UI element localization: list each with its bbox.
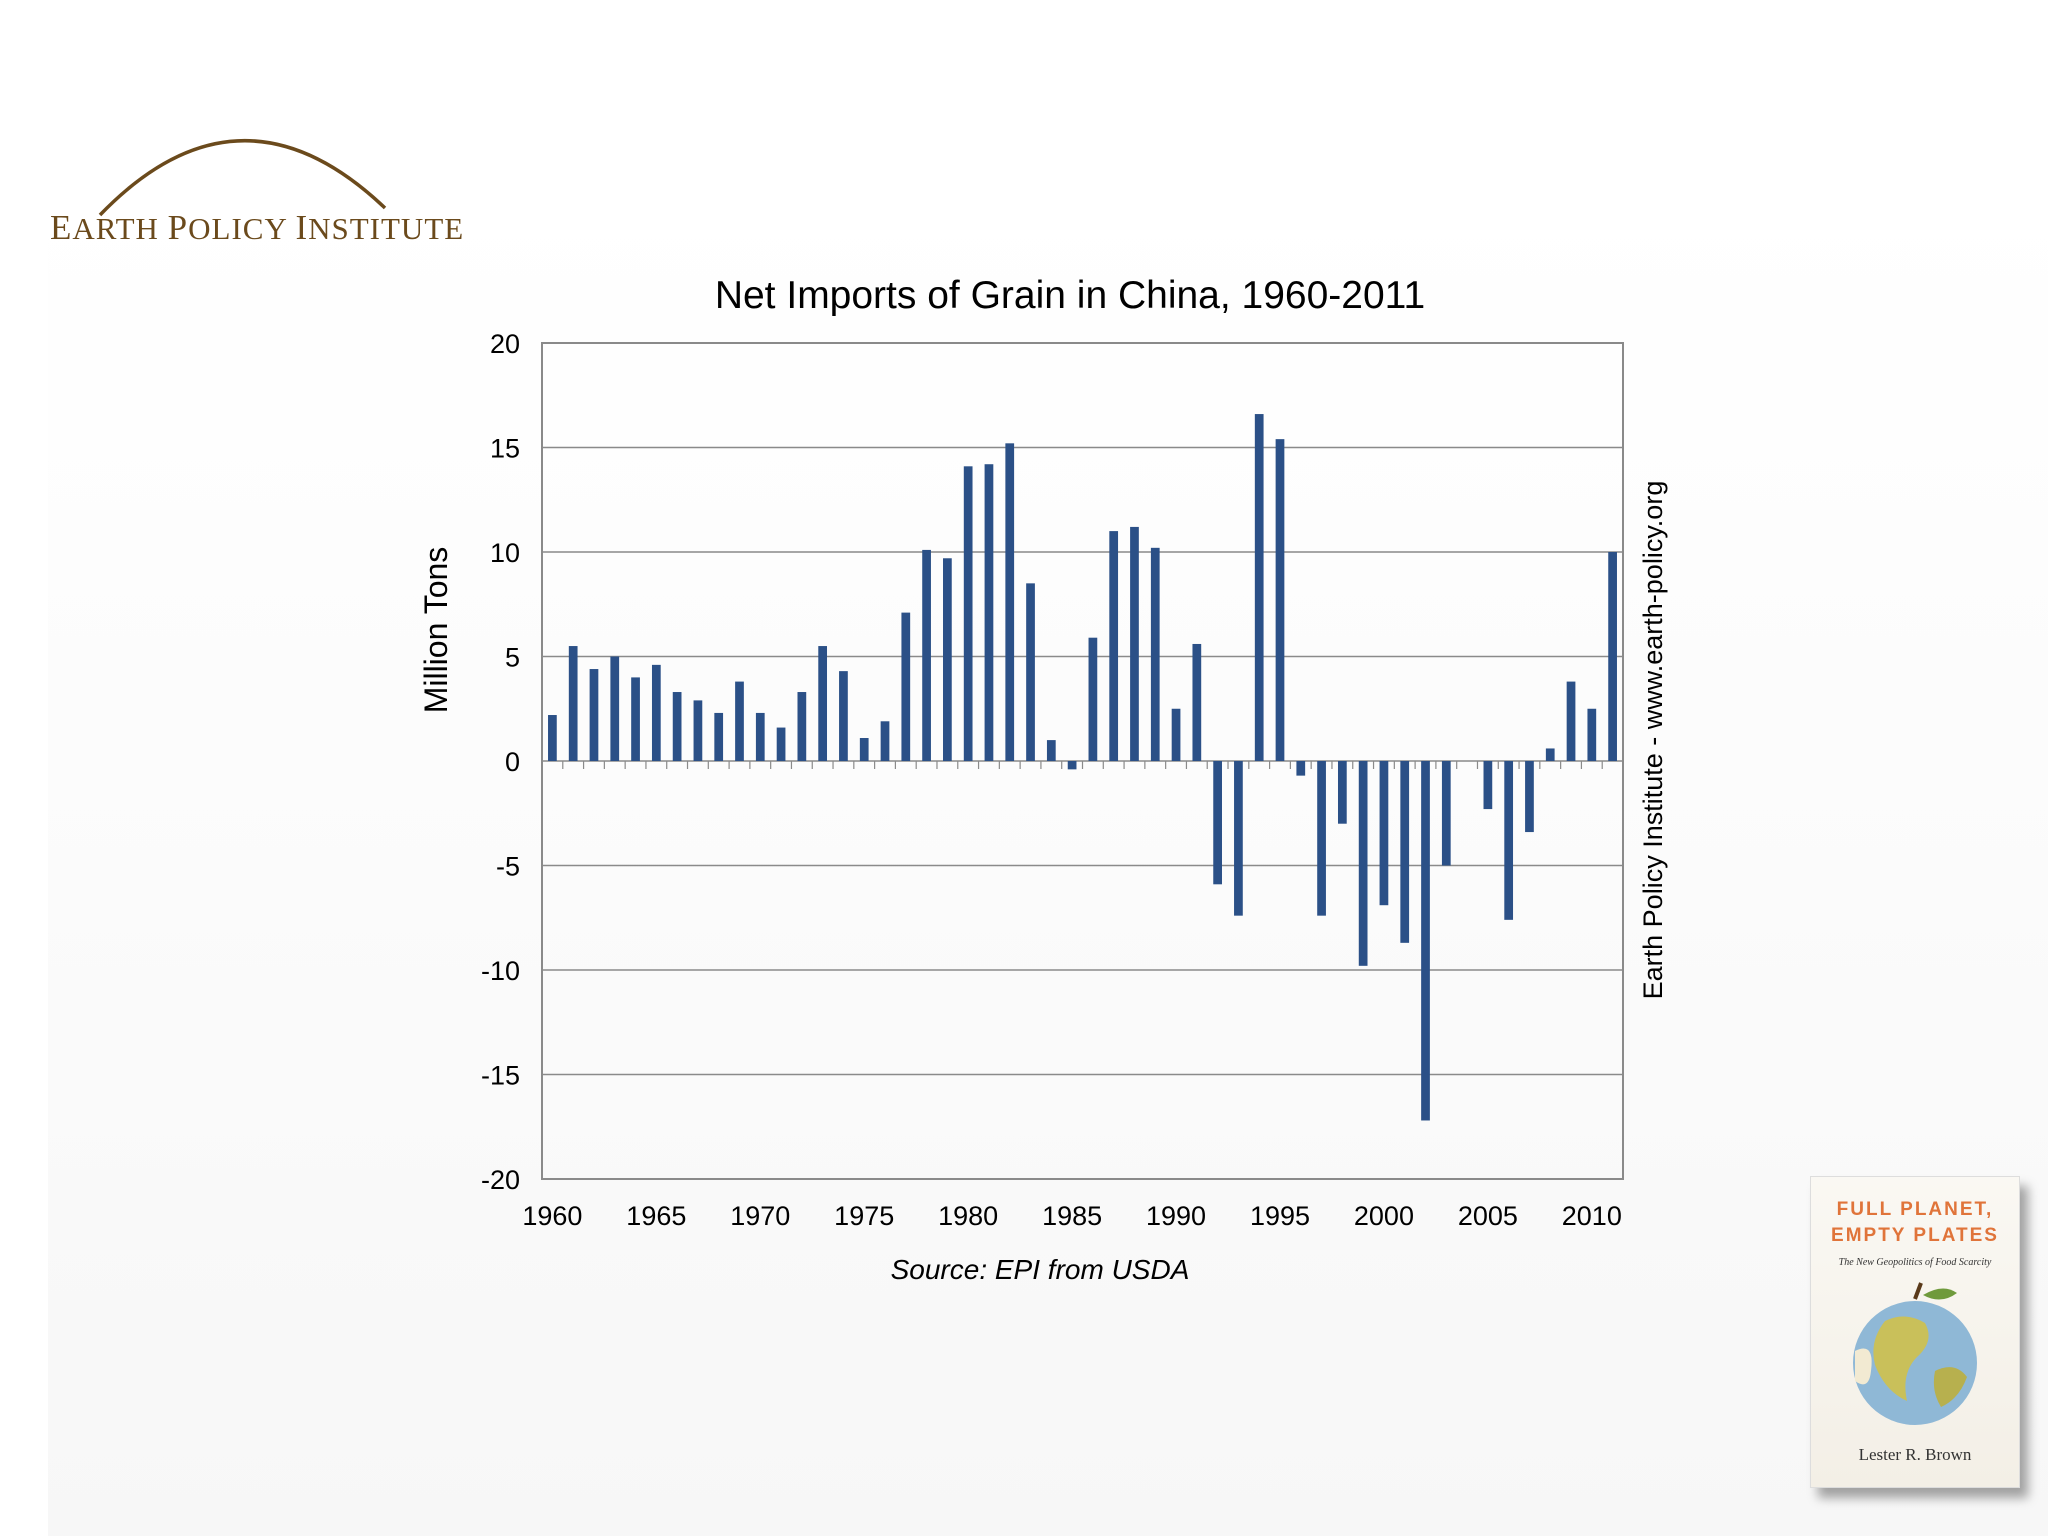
- x-tick-label: 1975: [834, 1201, 894, 1231]
- bar-2003: [1441, 761, 1451, 866]
- earth-policy-institute-logo: EARTH POLICY INSTITUTE: [40, 110, 463, 250]
- bar-1966: [672, 692, 682, 761]
- bar-1990: [1171, 708, 1181, 761]
- book-title-line1: FULL PLANET,: [1836, 1199, 1994, 1220]
- bar-1996: [1296, 761, 1306, 776]
- source-note: Source: EPI from USDA: [890, 1254, 1190, 1285]
- bar-1989: [1150, 547, 1160, 761]
- chart-title: Net Imports of Grain in China, 1960-2011: [714, 274, 1426, 317]
- bar-2005: [1483, 761, 1493, 810]
- x-tick-label: 1990: [1146, 1201, 1206, 1231]
- x-tick-label: 2000: [1354, 1201, 1414, 1231]
- y-tick-label: 20: [490, 329, 520, 359]
- logo-arc-icon: [98, 139, 387, 217]
- book-title-line2: EMPTY PLATES: [1831, 1225, 1999, 1246]
- bar-1998: [1337, 761, 1347, 824]
- bar-1980: [963, 466, 973, 761]
- bar-1987: [1109, 531, 1119, 761]
- y-tick-label: 5: [505, 643, 520, 673]
- bar-1967: [693, 700, 703, 761]
- bar-1971: [776, 727, 786, 761]
- x-tick-label: 1995: [1250, 1201, 1310, 1231]
- y-axis-label: Million Tons: [418, 546, 454, 714]
- y-tick-label: 0: [505, 747, 520, 777]
- bar-1964: [631, 677, 640, 761]
- slide-background: [48, 190, 2048, 1536]
- book-cover: FULL PLANET, EMPTY PLATES The New Geopol…: [1810, 1176, 2020, 1488]
- bar-1960: [548, 715, 557, 761]
- y-tick-label: -20: [481, 1165, 520, 1195]
- bar-2007: [1525, 761, 1534, 833]
- y-tick-label: 15: [490, 434, 520, 464]
- bar-1962: [589, 669, 599, 761]
- bar-1994: [1254, 414, 1264, 761]
- bar-1992: [1213, 761, 1222, 885]
- bar-1968: [714, 712, 724, 761]
- bar-1981: [984, 464, 994, 761]
- book-subtitle: The New Geopolitics of Food Scarcity: [1838, 1257, 1992, 1268]
- bar-1978: [922, 549, 931, 761]
- bar-1982: [1005, 443, 1015, 761]
- bar-1965: [651, 664, 661, 761]
- bar-1972: [797, 692, 807, 761]
- bar-1985: [1067, 761, 1077, 770]
- bar-1973: [818, 646, 828, 761]
- y-tick-label: -10: [481, 956, 520, 986]
- bar-1961: [568, 646, 578, 761]
- logo-text: EARTH POLICY INSTITUTE: [50, 208, 465, 247]
- bar-1969: [735, 681, 744, 761]
- bar-2001: [1400, 761, 1410, 943]
- y-tick-label: -5: [496, 852, 520, 882]
- bar-1979: [943, 558, 952, 761]
- bar-1976: [880, 721, 890, 761]
- y-tick-label: -15: [481, 1061, 520, 1091]
- bar-1975: [859, 738, 869, 761]
- bar-1991: [1192, 643, 1202, 761]
- bar-2000: [1379, 761, 1389, 906]
- bar-1977: [901, 612, 911, 761]
- bar-1984: [1046, 740, 1056, 761]
- bar-1986: [1088, 637, 1098, 761]
- bar-2002: [1421, 761, 1430, 1121]
- bar-1995: [1275, 439, 1285, 761]
- bar-1993: [1234, 761, 1243, 916]
- side-credit: Earth Policy Institute - www.earth-polic…: [1638, 480, 1668, 1000]
- x-tick-label: 1985: [1042, 1201, 1102, 1231]
- bar-1988: [1130, 526, 1139, 761]
- bar-1970: [755, 712, 765, 761]
- x-tick-label: 1980: [938, 1201, 998, 1231]
- bar-1999: [1358, 761, 1368, 966]
- bar-1974: [839, 671, 848, 761]
- apple-globe-icon: [1853, 1282, 1977, 1425]
- y-tick-label: 10: [490, 538, 520, 568]
- x-tick-label: 2005: [1458, 1201, 1518, 1231]
- x-tick-label: 1960: [522, 1201, 582, 1231]
- bar-2010: [1587, 708, 1597, 761]
- bar-2009: [1566, 681, 1576, 761]
- x-tick-label: 1970: [730, 1201, 790, 1231]
- bar-2011: [1608, 552, 1617, 761]
- x-tick-label: 1965: [626, 1201, 686, 1231]
- bar-1963: [610, 656, 620, 761]
- bar-2008: [1545, 748, 1555, 761]
- bar-1997: [1317, 761, 1326, 916]
- bar-1983: [1026, 583, 1035, 761]
- bar-2006: [1504, 761, 1514, 920]
- x-tick-label: 2010: [1562, 1201, 1622, 1231]
- book-author: Lester R. Brown: [1858, 1445, 1972, 1464]
